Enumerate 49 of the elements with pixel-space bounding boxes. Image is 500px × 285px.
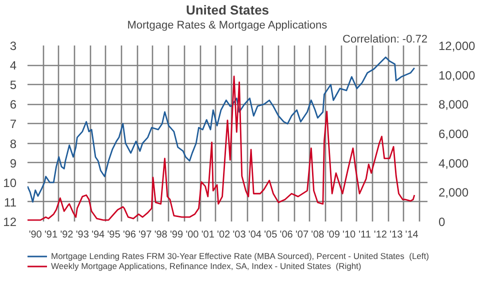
x-tick-label: '07 [295, 230, 309, 240]
x-tick-label: '01 [201, 230, 215, 240]
y-tick-label: 8 [10, 136, 17, 151]
x-tick-label: '90 [28, 230, 42, 240]
x-tick-label: '10 [342, 230, 356, 240]
x-tick-label: '12 [374, 230, 388, 240]
text: Correlation: -0.72 [342, 34, 428, 46]
x-tick-label: '13 [390, 230, 404, 240]
x-tick-label: '02 [217, 230, 231, 240]
x-tick-label: '97 [138, 230, 152, 240]
x-tick-label: '14 [405, 230, 419, 240]
line-series [28, 56, 416, 203]
y-tick-label: 5 [10, 78, 17, 92]
x-tick-label: '04 [248, 230, 262, 240]
y2-tick-label: 8,000 [438, 98, 469, 112]
y2-tick-label: 4,000 [438, 156, 469, 170]
y2-tick-label: 6,000 [438, 127, 469, 141]
x-tick-label: '00 [186, 230, 200, 240]
y-tick-label: 3 [10, 39, 17, 53]
y2-tick-label: 0 [438, 215, 446, 229]
x-tick-label: '91 [44, 230, 58, 240]
y-tick-label: 6 [10, 98, 17, 112]
y-tick-label: 9 [10, 156, 17, 170]
x-tick-label: '96 [122, 230, 136, 240]
legend-label: Mortgage Lending Rates FRM 30-Year Effective Rate (MBA Sourced), Percent - United States (Left) [51, 251, 429, 261]
x-tick-label: '93 [76, 230, 90, 240]
x-tick-label: '06 [280, 230, 294, 240]
y2-tick-label: 2,000 [438, 186, 469, 200]
x-tick-label: '92 [60, 230, 74, 240]
x-tick-label: '05 [264, 230, 278, 240]
chart-subtitle: Mortgage Rates & Mortgage Applications [127, 20, 328, 32]
x-tick-label: '09 [326, 230, 340, 240]
y-tick-label: 4 [10, 58, 17, 73]
y2-tick-label: 12,000 [438, 39, 476, 53]
line-series [28, 76, 416, 221]
legend-label: Weekly Mortgage Applications, Refinance Index, SA, Index - United States (Right) [51, 261, 362, 271]
y-tick-label: 12 [3, 215, 17, 229]
x-tick-label: '11 [358, 230, 372, 240]
y2-tick-label: 10,000 [438, 68, 476, 82]
x-tick-label: '08 [311, 230, 325, 240]
y-tick-label: 10 [3, 176, 17, 190]
x-tick-label: '03 [232, 230, 246, 240]
x-tick-label: '99 [170, 230, 184, 240]
chart-title: United States [186, 2, 270, 18]
x-tick-label: '95 [107, 230, 121, 240]
y-tick-label: 11 [4, 195, 17, 210]
y-tick-label: 7 [10, 117, 17, 132]
x-tick-label: '94 [92, 230, 106, 240]
x-tick-label: '98 [154, 230, 168, 240]
